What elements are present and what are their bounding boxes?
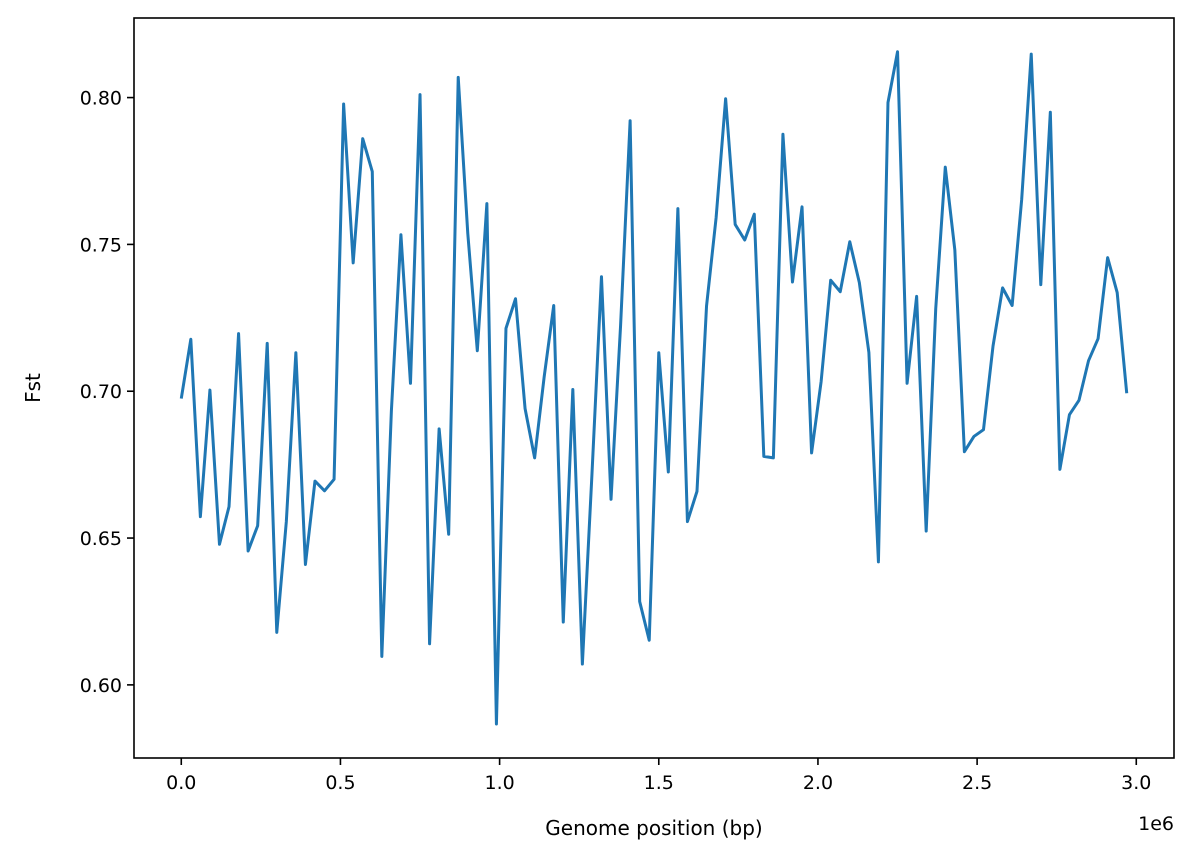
axes-frame (133, 17, 1175, 759)
y-tick-label: 0.80 (80, 88, 122, 110)
x-tick-label: 3.0 (1121, 772, 1151, 794)
x-axis: 0.0 0.5 1.0 1.5 2.0 2.5 3.0 (166, 758, 1151, 794)
x-tick-label: 2.0 (803, 772, 833, 794)
x-tick-label: 0.5 (325, 772, 355, 794)
x-axis-label: Genome position (bp) (545, 816, 762, 840)
x-tick-label: 1.5 (644, 772, 674, 794)
y-tick-label: 0.75 (80, 234, 122, 256)
x-tick-label: 0.0 (166, 772, 196, 794)
x-tick-label: 2.5 (962, 772, 992, 794)
y-axis-label: Fst (21, 373, 45, 403)
y-tick-label: 0.60 (80, 675, 122, 697)
series-line-0 (179, 50, 1129, 726)
y-tick-label: 0.65 (80, 528, 122, 550)
plot-area (179, 50, 1129, 726)
x-axis-offset-label: 1e6 (1138, 813, 1174, 835)
x-tick-label: 1.0 (484, 772, 514, 794)
y-axis: 0.60 0.65 0.70 0.75 0.80 (80, 88, 134, 697)
y-tick-label: 0.70 (80, 381, 122, 403)
